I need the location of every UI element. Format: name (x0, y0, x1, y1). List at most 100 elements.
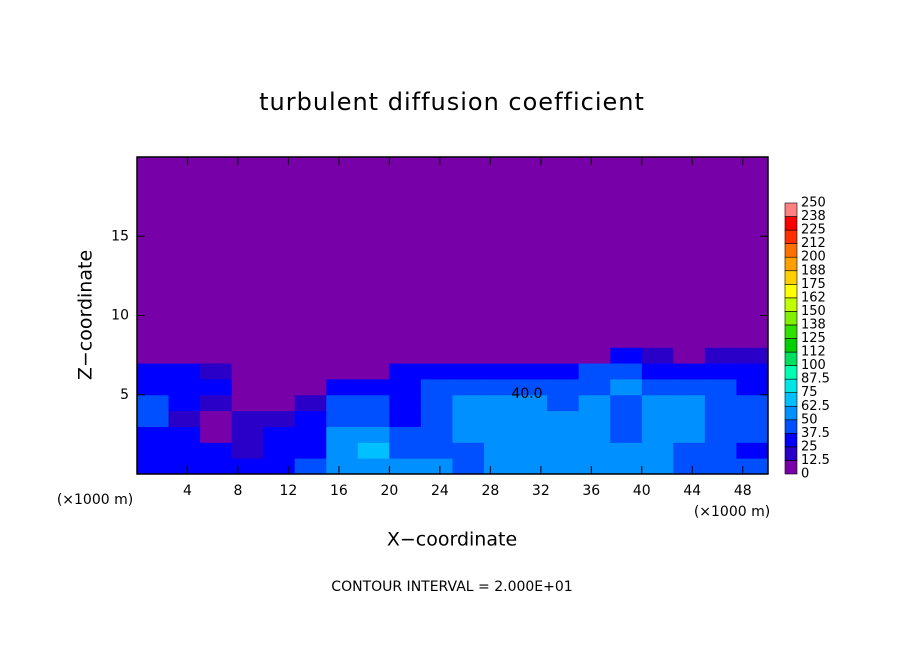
y-axis-label: Z−coordinate (75, 250, 97, 380)
field-cell (168, 347, 201, 364)
field-cell (704, 363, 737, 380)
colorbar-label: 200 (801, 250, 826, 265)
field-cell (420, 157, 453, 348)
field-cell (200, 363, 233, 380)
field-cell (294, 347, 327, 364)
field-cell (137, 410, 170, 427)
colorbar-swatch (784, 419, 798, 434)
field-cell (137, 347, 170, 364)
field-cell (137, 394, 170, 412)
field-cell (452, 363, 485, 380)
footnote: CONTOUR INTERVAL = 2.000E+01 (331, 579, 572, 595)
field-cell (641, 458, 674, 475)
colorbar-swatch (784, 433, 798, 448)
field-cell (357, 363, 390, 380)
field-cell (420, 458, 453, 475)
field-cell (673, 458, 706, 475)
field-cell (231, 157, 264, 348)
x-tick-label: 28 (481, 483, 499, 499)
field-cell (294, 157, 327, 348)
field-cell (389, 442, 422, 459)
field-cell (547, 426, 580, 443)
field-cell (263, 442, 296, 459)
colorbar-swatch (784, 324, 798, 339)
field-cell (736, 363, 769, 380)
field-cell (704, 347, 737, 364)
field-cell (610, 394, 643, 412)
field-cell (641, 378, 674, 396)
colorbar-swatch (784, 365, 798, 380)
colorbar-swatch (784, 297, 798, 312)
field-cell (641, 410, 674, 427)
field-cell (704, 378, 737, 396)
field-cell (515, 442, 548, 459)
field-cell (641, 442, 674, 459)
field-cell (547, 442, 580, 459)
colorbar-swatch (784, 446, 798, 461)
field-cell (294, 442, 327, 459)
field-cell (515, 363, 548, 380)
field-cell (484, 458, 517, 475)
field-cell (263, 458, 296, 475)
colorbar-label: 212 (801, 236, 826, 251)
field-cell (578, 347, 611, 364)
field-cell (357, 426, 390, 443)
field-cell (547, 378, 580, 396)
colorbar-label: 150 (801, 304, 826, 319)
colorbar-label: 50 (801, 412, 818, 427)
x-units-right: (×1000 m) (694, 504, 770, 520)
field-cell (137, 363, 170, 380)
field-cell (610, 363, 643, 380)
field-cell (515, 410, 548, 427)
field-cell (673, 378, 706, 396)
field-cell (357, 157, 390, 348)
field-cell (168, 426, 201, 443)
field-cell (484, 378, 517, 396)
field-cell (547, 410, 580, 427)
x-tick-label: 20 (380, 483, 398, 499)
field-cell (641, 426, 674, 443)
field-cell (231, 442, 264, 459)
field-cell (168, 378, 201, 396)
field-cell (357, 378, 390, 396)
colorbar-label: 125 (801, 331, 826, 346)
colorbar-label: 112 (801, 345, 826, 360)
colorbar-label: 75 (801, 385, 818, 400)
field-cell (673, 347, 706, 364)
colorbar-swatch (784, 392, 798, 407)
field-cell (673, 363, 706, 380)
colorbar-label: 62.5 (801, 399, 830, 414)
field-cell (547, 157, 580, 348)
colorbar-swatch (784, 202, 798, 217)
field-cell (168, 410, 201, 427)
field-cell (578, 394, 611, 412)
field-cell (736, 426, 769, 443)
field-cell (578, 458, 611, 475)
field-cell (515, 426, 548, 443)
field-cell (673, 157, 706, 348)
colorbar-swatch (784, 338, 798, 353)
field-cell (610, 426, 643, 443)
field-cell (641, 363, 674, 380)
field-cell (610, 378, 643, 396)
x-tick-label: 32 (532, 483, 550, 499)
field-cell (200, 394, 233, 412)
field-cell (200, 157, 233, 348)
field-cell (610, 157, 643, 348)
field-cell (736, 410, 769, 427)
field-cell (547, 363, 580, 380)
field-cell (420, 378, 453, 396)
field-cell (578, 442, 611, 459)
field-cell (231, 458, 264, 475)
x-tick-label: 48 (734, 483, 752, 499)
field-cell (704, 458, 737, 475)
field-cell (389, 394, 422, 412)
field-cell (704, 410, 737, 427)
field-cell (294, 458, 327, 475)
field-cell (704, 426, 737, 443)
field-cell (641, 157, 674, 348)
field-cell (578, 410, 611, 427)
field-cell (673, 394, 706, 412)
field-cell (263, 394, 296, 412)
y-tick-label: 5 (120, 387, 129, 403)
